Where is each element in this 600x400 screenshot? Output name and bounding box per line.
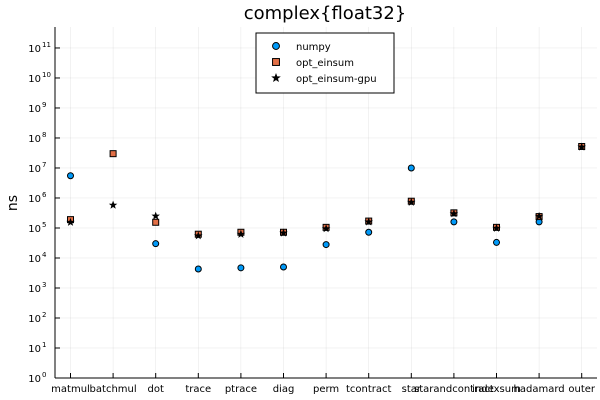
legend-marker-numpy — [272, 42, 280, 50]
x-tick-label: perm — [313, 384, 339, 395]
point-opt_einsum-gpu-hadamard — [534, 211, 544, 220]
y-tick-exponent: 4 — [42, 251, 47, 259]
x-tick-label: indexsum — [472, 384, 521, 395]
point-numpy-star — [407, 164, 415, 172]
point-opt_einsum-gpu-star — [407, 197, 416, 206]
x-tick-label: outer — [568, 384, 596, 395]
point-opt_einsum-gpu-outer — [577, 142, 586, 151]
point-opt_einsum-gpu-starandcontract — [449, 209, 459, 218]
point-numpy-trace — [194, 265, 202, 273]
legend-marker-opt_einsum-gpu — [271, 72, 281, 83]
y-tick-exponent: 3 — [42, 281, 46, 289]
x-ticks: matmul batchmul dot trace ptrace diag perm tcon… — [51, 373, 596, 395]
y-tick-label: 10 — [28, 194, 41, 205]
x-tick-label: batchmul — [90, 384, 137, 395]
point-numpy-dot — [152, 240, 160, 248]
y-tick-exponent: 0 — [42, 371, 46, 379]
legend-marker-opt_einsum — [272, 58, 280, 66]
point-opt_einsum-gpu-tcontract — [364, 217, 373, 226]
x-tick-label: star — [402, 384, 422, 395]
x-tick-label: ptrace — [225, 384, 257, 395]
y-tick-label: 10 — [28, 284, 41, 295]
legend-label: opt_einsum — [296, 58, 354, 69]
y-tick-exponent: 10 — [42, 71, 51, 79]
y-tick-label: 10 — [28, 224, 41, 235]
y-tick-exponent: 5 — [42, 221, 46, 229]
y-tick-exponent: 9 — [42, 101, 46, 109]
x-tick-label: matmul — [51, 384, 90, 395]
y-tick-label: 10 — [28, 104, 41, 115]
x-tick-label: diag — [273, 384, 295, 395]
x-tick-label: hadamard — [514, 384, 565, 395]
y-tick-label: 10 — [28, 164, 41, 175]
point-opt_einsum-gpu-diag — [279, 228, 288, 237]
y-tick-label: 10 — [28, 134, 41, 145]
y-tick-label: 10 — [28, 374, 41, 385]
point-numpy-indexsum — [493, 238, 500, 246]
y-tick-exponent: 11 — [42, 41, 51, 49]
legend-label: numpy — [296, 42, 331, 53]
y-tick-exponent: 8 — [42, 131, 46, 139]
point-opt_einsum-gpu-indexsum — [492, 223, 501, 232]
y-tick-label: 10 — [28, 44, 41, 55]
x-tick-label: trace — [185, 384, 211, 395]
point-opt_einsum-dot — [152, 218, 160, 226]
y-tick-exponent: 6 — [42, 191, 47, 199]
y-tick-exponent: 1 — [42, 341, 46, 349]
point-opt_einsum-gpu-dot — [151, 211, 160, 220]
legend: numpy opt_einsum opt_einsum-gpu — [255, 32, 395, 94]
y-tick-label: 10 — [28, 254, 41, 265]
point-opt_einsum-gpu-trace — [194, 231, 203, 240]
point-numpy-ptrace — [237, 264, 245, 272]
point-opt_einsum-gpu-ptrace — [236, 229, 246, 238]
point-numpy-diag — [280, 263, 287, 271]
x-tick-label: tcontract — [346, 384, 392, 395]
y-tick-exponent: 2 — [42, 311, 46, 319]
point-opt_einsum-gpu-batchmul — [108, 200, 118, 209]
point-numpy-matmul — [67, 172, 74, 180]
data-points — [66, 142, 586, 273]
chart-title: complex{float32} — [244, 3, 407, 24]
y-tick-label: 10 — [28, 344, 41, 355]
y-tick-label: 10 — [28, 74, 41, 85]
point-numpy-tcontract — [365, 228, 373, 236]
point-opt_einsum-gpu-perm — [321, 224, 331, 233]
point-opt_einsum-gpu-matmul — [66, 217, 75, 226]
y-tick-exponent: 7 — [42, 161, 46, 169]
point-numpy-starandcontract — [450, 218, 458, 226]
point-numpy-perm — [322, 241, 330, 249]
point-opt_einsum-batchmul — [109, 150, 117, 158]
x-tick-label: dot — [148, 384, 164, 395]
x-tick-label: starandcontract — [414, 384, 494, 395]
y-axis-label: ns — [5, 195, 21, 211]
legend-label: opt_einsum-gpu — [296, 74, 377, 85]
y-tick-label: 10 — [28, 314, 41, 325]
